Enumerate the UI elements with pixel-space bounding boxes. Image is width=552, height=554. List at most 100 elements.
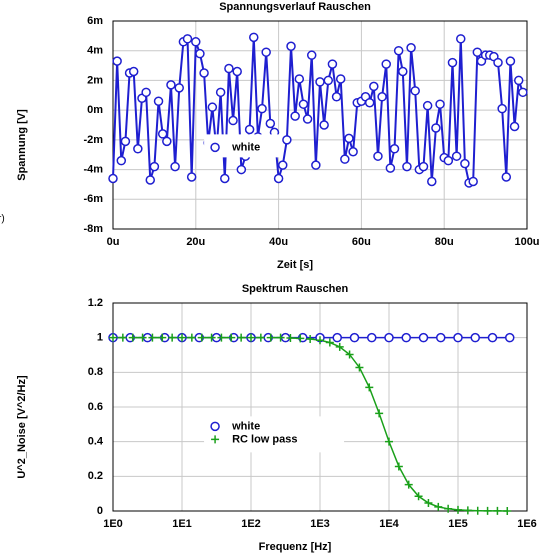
circle-marker xyxy=(493,57,503,68)
circle-marker xyxy=(166,80,176,90)
circle-marker xyxy=(108,173,118,184)
circle-marker xyxy=(443,155,454,166)
plus-marker xyxy=(404,480,413,489)
circle-marker xyxy=(349,332,360,343)
y-tick-label: 6m xyxy=(87,15,103,27)
legend-label: RC low pass xyxy=(232,433,297,445)
circle-marker xyxy=(298,99,309,109)
x-tick-label: 80u xyxy=(435,236,454,248)
circle-marker xyxy=(186,172,197,182)
plus-marker xyxy=(414,492,423,501)
plus-marker xyxy=(365,383,374,392)
plus-marker xyxy=(483,506,492,515)
plus-marker xyxy=(444,504,453,513)
circle-marker xyxy=(112,56,122,66)
circle-marker xyxy=(447,57,458,68)
x-tick-label: 100u xyxy=(514,236,539,248)
y-tick-label: 0m xyxy=(87,104,103,116)
plus-marker xyxy=(375,409,384,418)
circle-marker xyxy=(384,332,394,343)
circle-marker xyxy=(451,151,462,161)
circle-marker xyxy=(509,121,520,132)
plus-marker xyxy=(306,335,315,344)
circle-marker xyxy=(286,41,296,52)
circle-marker xyxy=(210,142,220,153)
circle-marker xyxy=(513,75,524,86)
plot-border xyxy=(112,20,528,230)
plus-marker xyxy=(316,336,324,345)
circle-marker xyxy=(389,144,400,154)
plus-marker xyxy=(118,333,127,342)
y-tick-label: 2m xyxy=(87,74,103,86)
circle-marker xyxy=(191,37,201,47)
plus-marker xyxy=(266,333,275,342)
circle-marker xyxy=(277,160,288,170)
y-tick-label: 0.6 xyxy=(88,401,103,413)
circle-marker xyxy=(182,34,193,44)
plot-border xyxy=(112,302,528,512)
plus-marker xyxy=(197,333,206,342)
x-tick-label: 60u xyxy=(352,236,371,248)
y-tick-label: 0.2 xyxy=(88,470,103,482)
circle-marker xyxy=(128,66,139,77)
circle-marker xyxy=(373,151,383,161)
circle-marker xyxy=(468,176,478,187)
circle-marker xyxy=(431,123,441,133)
plus-marker xyxy=(424,499,433,508)
plus-marker xyxy=(473,506,482,515)
y-tick-label: -4m xyxy=(83,163,103,175)
circle-marker xyxy=(518,87,528,98)
circle-marker xyxy=(232,66,242,77)
circle-marker xyxy=(265,118,276,129)
plus-marker xyxy=(394,462,403,471)
x-tick-label: 1E1 xyxy=(172,518,192,530)
legend-label: white xyxy=(231,141,260,153)
circle-marker xyxy=(402,161,412,172)
cut-off-text: r) xyxy=(0,214,5,225)
x-tick-label: 0u xyxy=(107,236,120,248)
plus-marker xyxy=(434,502,443,511)
plus-marker xyxy=(187,333,196,342)
circle-marker xyxy=(435,332,446,343)
circle-marker xyxy=(366,332,377,343)
circle-marker xyxy=(401,332,411,343)
circle-marker xyxy=(377,92,387,102)
legend-label: white xyxy=(231,420,260,432)
circle-marker xyxy=(332,332,342,343)
circle-marker xyxy=(398,66,408,77)
y-tick-label: -6m xyxy=(83,193,103,205)
circle-marker xyxy=(422,100,433,111)
circle-marker xyxy=(116,155,127,166)
circle-marker xyxy=(170,161,180,172)
circle-marker xyxy=(364,97,375,108)
circle-marker xyxy=(381,59,391,69)
x-tick-label: 1E3 xyxy=(310,518,330,530)
plus-marker xyxy=(178,333,186,342)
circle-marker xyxy=(195,48,205,59)
y-axis-label: Spannung [V] xyxy=(16,109,28,181)
plus-marker xyxy=(128,333,137,342)
circle-marker xyxy=(315,77,325,87)
y-tick-label: 0.4 xyxy=(88,436,104,448)
y-tick-label: 0.8 xyxy=(88,366,103,378)
circle-marker xyxy=(133,144,143,154)
chart-title: Spektrum Rauschen xyxy=(242,283,349,295)
circle-marker xyxy=(340,154,350,164)
chart-title: Spannungsverlauf Rauschen xyxy=(219,1,371,13)
plus-marker xyxy=(335,342,344,351)
circle-marker xyxy=(311,160,321,170)
plus-marker xyxy=(211,435,220,444)
legend-box xyxy=(204,416,345,453)
circle-marker xyxy=(487,332,498,343)
circle-marker xyxy=(470,332,480,343)
circle-marker xyxy=(501,172,512,182)
circle-marker xyxy=(249,32,259,43)
plus-marker xyxy=(237,333,246,342)
plus-marker xyxy=(493,506,502,515)
circle-marker xyxy=(418,161,429,172)
circle-marker xyxy=(406,42,416,53)
circle-marker xyxy=(145,175,156,185)
y-tick-label: 1 xyxy=(97,332,103,344)
plus-marker xyxy=(158,333,167,342)
circle-marker xyxy=(323,75,334,86)
